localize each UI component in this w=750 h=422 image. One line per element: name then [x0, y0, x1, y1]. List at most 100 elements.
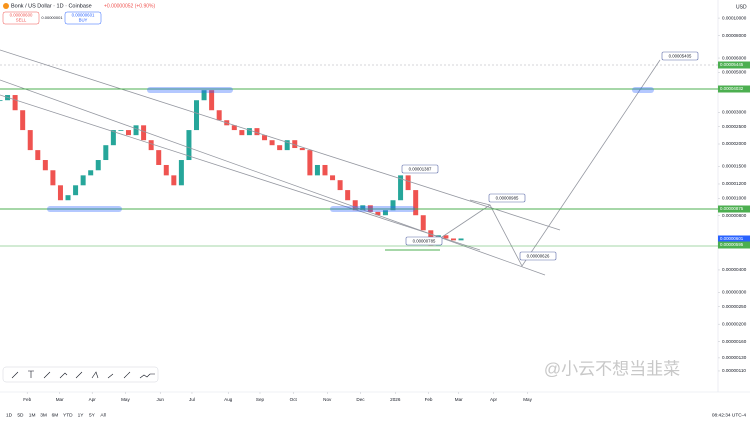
x-tick-label: 2026	[390, 397, 401, 402]
x-tick-label: Oct	[290, 397, 298, 402]
annotation: 0.00000626	[527, 253, 550, 258]
candle	[360, 205, 366, 211]
candle	[254, 128, 260, 136]
currency: USD	[736, 4, 747, 10]
footer: 1D 5D 1M 3M 6M YTD 1Y 5Y All	[6, 412, 106, 418]
candle	[450, 238, 456, 241]
buy-label: BUY	[79, 18, 88, 23]
y-tick-label: 0.00001500	[722, 164, 747, 169]
drawing-toolbar[interactable]	[2, 366, 159, 383]
buy-button[interactable]	[64, 11, 102, 25]
sell-button[interactable]	[2, 11, 40, 25]
candle	[277, 145, 283, 151]
annotations: 0.00005405 0.00001387 0.00000985 0.00000785…	[401, 51, 699, 261]
x-tick-label: Dec	[356, 397, 365, 402]
candle	[27, 130, 33, 151]
toolbar-icons	[11, 370, 155, 379]
candle	[337, 180, 343, 191]
candle	[330, 175, 336, 181]
range-button[interactable]: 1D	[6, 412, 13, 418]
candle	[12, 95, 18, 111]
y-tick-label: 0.00006000	[722, 55, 747, 60]
candle	[398, 175, 404, 201]
price-label-box	[718, 241, 750, 249]
range-button[interactable]: 5D	[17, 412, 24, 418]
annotation-box	[519, 251, 557, 261]
candle	[35, 150, 41, 161]
y-tick-label: 0.00000160	[722, 339, 747, 344]
candle	[73, 185, 79, 196]
candle	[239, 130, 245, 136]
sell-price: 0.00000600	[10, 13, 33, 18]
candle	[216, 110, 222, 121]
candle	[405, 175, 411, 191]
candle	[0, 100, 3, 102]
candle	[458, 238, 464, 241]
candle	[390, 200, 396, 211]
annotation: 0.00000985	[496, 195, 519, 200]
spread: 0.00000001	[41, 15, 63, 20]
range-button[interactable]: YTD	[63, 412, 73, 418]
candle	[209, 90, 215, 111]
candle	[299, 148, 305, 151]
price-label: 0.00004032	[720, 86, 744, 91]
x-tick-label: Aug	[224, 397, 233, 402]
candle	[420, 215, 426, 231]
candle	[307, 150, 313, 176]
candle	[269, 140, 275, 146]
range-button[interactable]: 6M	[52, 412, 59, 418]
watermark: @小云不想当韭菜	[544, 359, 680, 378]
annotation: 0.00001387	[409, 166, 432, 171]
candle	[314, 164, 320, 176]
candle	[57, 185, 63, 201]
candle	[443, 235, 449, 239]
price-label-box	[718, 235, 750, 243]
y-tick-label: 0.00002000	[722, 141, 747, 146]
x-tick-label: Mar	[455, 397, 463, 402]
candle	[352, 200, 358, 211]
candle	[178, 160, 184, 186]
candle	[118, 130, 124, 131]
price-label: 0.00000875	[720, 206, 744, 211]
annotation: 0.00005405	[669, 53, 692, 58]
candle	[110, 130, 116, 146]
change: +0.00000052 (+0.90%)	[104, 3, 155, 9]
y-tick-label: 0.00002500	[722, 124, 747, 129]
y-tick-label: 0.00000130	[722, 355, 747, 360]
price-label: 0.00000601	[720, 236, 744, 241]
candle	[262, 135, 268, 141]
candle	[163, 164, 169, 176]
range-button[interactable]: 1Y	[78, 412, 85, 418]
candle	[141, 125, 147, 141]
x-tick-label: Nov	[323, 397, 332, 402]
candle	[201, 90, 207, 101]
x-tick-label: Jul	[189, 397, 195, 402]
candle	[413, 190, 419, 216]
range-button[interactable]: 1M	[29, 412, 36, 418]
y-tick-label: 0.00000800	[722, 213, 747, 218]
range-button[interactable]: 5Y	[89, 412, 96, 418]
x-tick-label: Apr	[490, 397, 498, 402]
levels	[0, 88, 718, 251]
candle	[292, 140, 298, 149]
x-tick-label: Mar	[56, 397, 64, 402]
x-tick-label: Jun	[157, 397, 165, 402]
candle	[50, 170, 56, 186]
y-tick-label: 0.00000250	[722, 304, 747, 309]
candle	[156, 150, 162, 165]
highlight-zones	[47, 87, 654, 212]
range-button[interactable]: 3M	[40, 412, 47, 418]
y-tick-label: 0.00003000	[722, 110, 747, 115]
candle	[95, 160, 101, 171]
range-button[interactable]: All	[100, 412, 105, 418]
candle	[231, 125, 237, 131]
annotation-box	[405, 236, 443, 246]
y-tick-label: 0.00010000	[722, 15, 747, 20]
clock: 08:42:34 UTC-4	[712, 412, 746, 418]
annotation-box	[661, 51, 699, 61]
symbol-icon	[3, 3, 9, 9]
annotation-box	[401, 164, 439, 174]
candle	[246, 128, 252, 136]
